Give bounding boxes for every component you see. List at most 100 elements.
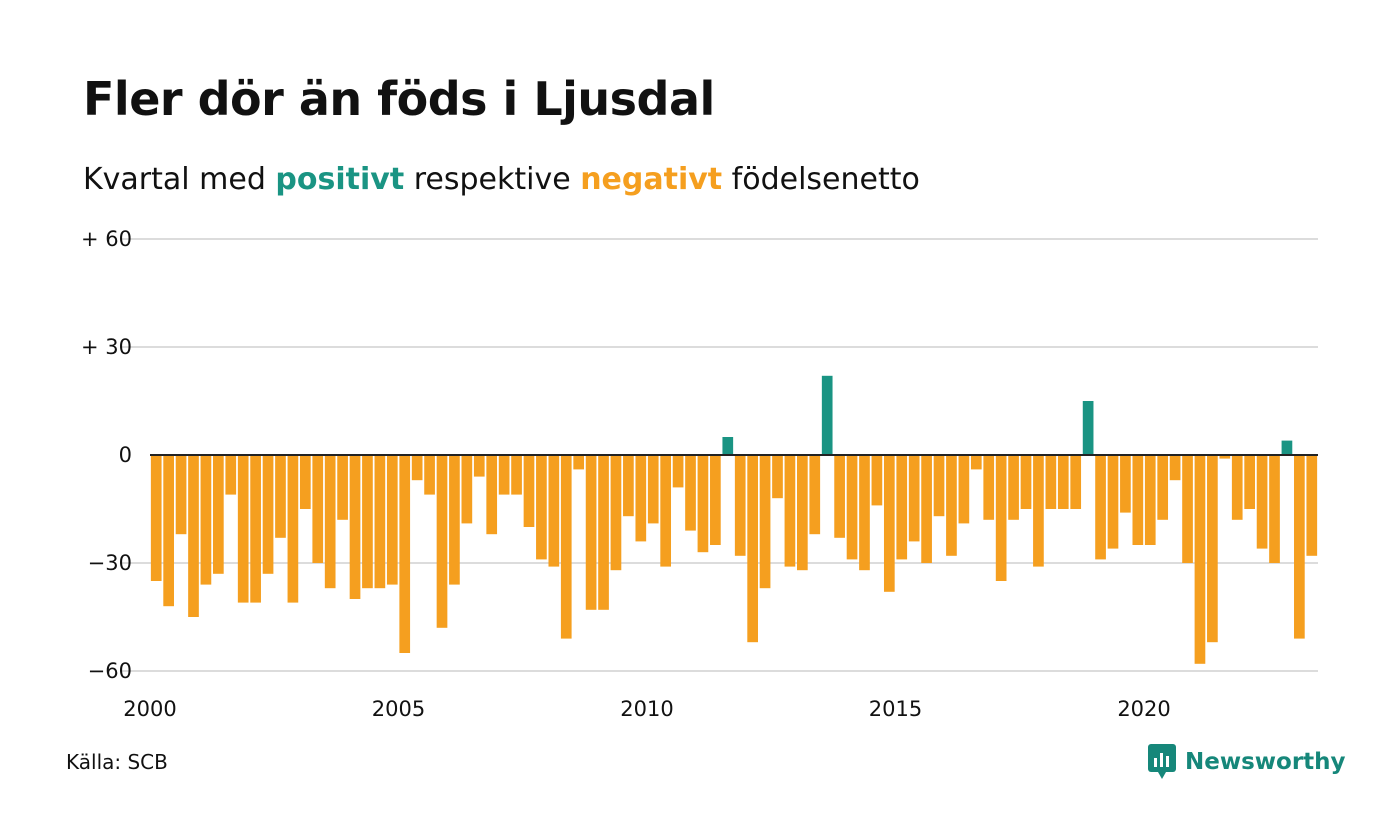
- negative-bar: [275, 455, 286, 538]
- y-tick-label: + 30: [81, 335, 132, 359]
- negative-bar: [473, 455, 485, 477]
- negative-bar: [1157, 455, 1169, 520]
- negative-bar: [411, 455, 423, 481]
- negative-bar: [1219, 455, 1231, 459]
- negative-bar: [859, 455, 870, 571]
- negative-bar: [175, 455, 187, 535]
- negative-bar: [523, 455, 535, 527]
- negative-bar: [1306, 455, 1318, 556]
- negative-bar: [299, 455, 311, 509]
- negative-bar: [386, 455, 398, 585]
- negative-bar: [511, 455, 522, 495]
- x-tick-label: 2005: [372, 697, 425, 721]
- x-tick-label: 2010: [620, 697, 673, 721]
- negative-bar: [449, 455, 460, 585]
- negative-bar: [946, 455, 957, 556]
- negative-bar: [1269, 455, 1280, 563]
- negative-bar: [1207, 455, 1218, 643]
- negative-bar: [262, 455, 274, 574]
- negative-bar: [1095, 455, 1106, 560]
- negative-bar: [784, 455, 796, 567]
- negative-bar: [610, 455, 622, 571]
- y-tick-label: 0: [119, 443, 132, 467]
- subtitle-middle: respektive: [404, 162, 581, 197]
- positive-bar: [821, 375, 833, 455]
- negative-bar: [1294, 455, 1305, 639]
- negative-bar: [660, 455, 672, 567]
- negative-bar: [747, 455, 758, 643]
- negative-bar: [585, 455, 597, 610]
- negative-bar: [809, 455, 821, 535]
- negative-bar: [200, 455, 212, 585]
- negative-bar: [573, 455, 585, 470]
- subtitle-prefix: Kvartal med: [83, 162, 276, 197]
- negative-bar: [1120, 455, 1131, 513]
- negative-bar: [598, 455, 609, 610]
- negative-bar: [548, 455, 560, 567]
- y-tick-label: −60: [88, 659, 132, 683]
- negative-bar: [672, 455, 684, 488]
- negative-bar: [697, 455, 709, 553]
- chart-title: Fler dör än föds i Ljusdal: [83, 72, 715, 126]
- negative-bar: [933, 455, 945, 517]
- negative-bar: [734, 455, 746, 556]
- y-axis-ticks: + 60 + 30 0 −30 −60: [81, 227, 132, 683]
- negative-bar: [287, 455, 299, 603]
- negative-bar: [834, 455, 845, 538]
- negative-bar: [958, 455, 970, 524]
- negative-bar: [324, 455, 336, 589]
- y-tick-label: + 60: [81, 227, 132, 251]
- negative-bar: [362, 455, 373, 589]
- negative-bar: [623, 455, 634, 517]
- x-tick-label: 2000: [123, 697, 176, 721]
- negative-bar: [188, 455, 199, 617]
- negative-bar: [759, 455, 771, 589]
- positive-bar: [722, 437, 734, 455]
- negative-bar: [1182, 455, 1193, 563]
- x-axis-ticks: 2000 2005 2010 2015 2020: [123, 697, 1170, 721]
- negative-bar: [1020, 455, 1032, 509]
- positive-bar: [1082, 401, 1094, 455]
- x-tick-label: 2020: [1117, 697, 1170, 721]
- negative-bar: [921, 455, 932, 563]
- bar-chart: + 60 + 30 0 −30 −60 2000 2005 2010 2015 2020: [81, 227, 1318, 721]
- negative-bar: [995, 455, 1007, 581]
- brand-name: Newsworthy: [1185, 749, 1346, 775]
- negative-bar: [896, 455, 908, 560]
- negative-bar: [163, 455, 174, 607]
- negative-bar: [237, 455, 249, 603]
- negative-bar: [772, 455, 783, 499]
- negative-bar: [250, 455, 261, 603]
- negative-bar: [710, 455, 721, 545]
- negative-bar: [1244, 455, 1256, 509]
- negative-bar: [536, 455, 547, 560]
- negative-bar: [883, 455, 895, 592]
- negative-bar: [498, 455, 510, 495]
- negative-bar: [1231, 455, 1243, 520]
- negative-bar: [374, 455, 386, 589]
- x-tick-label: 2015: [869, 697, 922, 721]
- negative-bar: [150, 455, 162, 581]
- negative-bar: [461, 455, 473, 524]
- bars: [150, 375, 1318, 664]
- negative-bar: [871, 455, 883, 506]
- negative-bar: [1070, 455, 1082, 509]
- negative-bar: [797, 455, 808, 571]
- negative-bar: [983, 455, 995, 520]
- negative-bar: [337, 455, 348, 520]
- brand[interactable]: Newsworthy: [1148, 744, 1346, 780]
- negative-bar: [424, 455, 435, 495]
- negative-bar: [635, 455, 647, 542]
- negative-bar: [970, 455, 982, 470]
- source-note: Källa: SCB: [66, 750, 168, 774]
- negative-bar: [349, 455, 361, 599]
- negative-bar: [312, 455, 324, 563]
- negative-bar: [1256, 455, 1268, 549]
- negative-bar: [560, 455, 572, 639]
- negative-bar: [1132, 455, 1144, 545]
- y-tick-label: −30: [88, 551, 132, 575]
- negative-bar: [1008, 455, 1019, 520]
- positive-bar: [1281, 440, 1293, 455]
- negative-bar: [1144, 455, 1156, 545]
- negative-bar: [1057, 455, 1069, 509]
